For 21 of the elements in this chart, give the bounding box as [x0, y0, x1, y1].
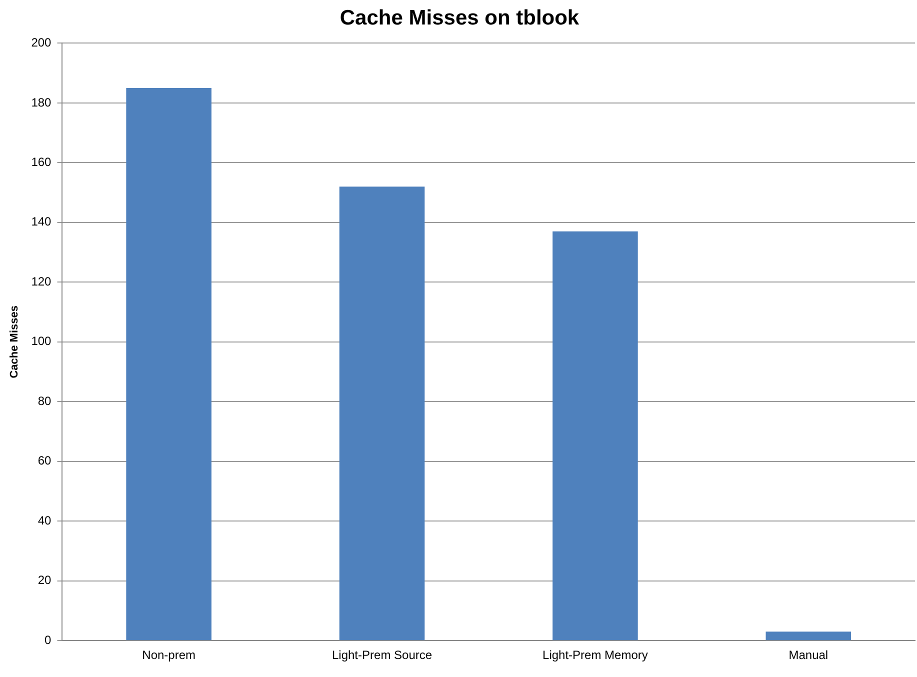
- y-tick-label: 20: [38, 573, 52, 588]
- bar: [339, 186, 425, 640]
- y-tick-label: 180: [31, 95, 52, 110]
- y-tick-label: 200: [31, 36, 52, 50]
- x-tick-label: Light-Prem Memory: [542, 648, 648, 662]
- y-tick-label: 0: [44, 632, 52, 647]
- x-tick-label: Light-Prem Source: [332, 648, 432, 662]
- x-tick-label: Manual: [788, 648, 828, 662]
- y-axis-title: Cache Misses: [8, 306, 21, 378]
- bar: [552, 231, 638, 640]
- y-tick-label: 160: [31, 154, 52, 169]
- y-tick-label: 140: [31, 214, 52, 229]
- chart-title: Cache Misses on tblook: [340, 6, 580, 30]
- x-tick-label: Non-prem: [142, 648, 196, 662]
- bar: [126, 88, 212, 640]
- y-tick-label: 40: [38, 513, 52, 528]
- y-tick-label: 80: [38, 394, 52, 408]
- y-tick-label: 60: [38, 454, 52, 468]
- bar: [766, 632, 852, 640]
- y-tick-label: 120: [31, 274, 52, 288]
- y-tick-label: 100: [31, 334, 52, 348]
